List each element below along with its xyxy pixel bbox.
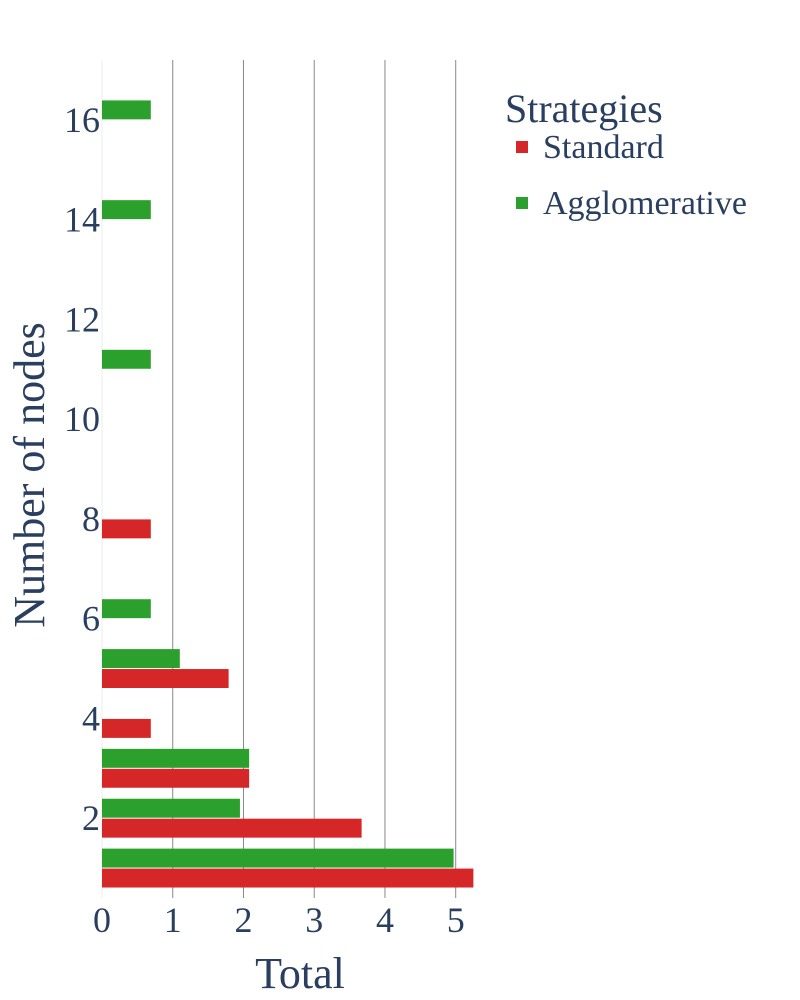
bar-agglomerative-16 xyxy=(102,100,151,120)
legend-entry-agglomerative: Agglomerative xyxy=(543,185,747,222)
y-tick-label: 8 xyxy=(82,499,100,539)
legend-swatch-agglomerative xyxy=(516,197,528,209)
y-tick-label: 10 xyxy=(64,399,100,439)
bar-standard-5 xyxy=(102,669,229,688)
bar-agglomerative-6 xyxy=(102,599,151,619)
x-tick-label: 3 xyxy=(305,900,323,940)
y-tick-label: 2 xyxy=(82,798,100,838)
legend-title: Strategies xyxy=(505,86,663,131)
legend-entry-standard: Standard xyxy=(543,129,664,166)
bar-standard-3 xyxy=(102,768,250,788)
x-tick-label: 4 xyxy=(376,900,394,940)
x-axis-title: Total xyxy=(255,949,345,998)
x-tick-label: 2 xyxy=(234,900,252,940)
y-tick-label: 12 xyxy=(64,299,100,339)
y-tick-label: 6 xyxy=(82,599,100,639)
bar-standard-2 xyxy=(102,818,362,838)
bar-agglomerative-14 xyxy=(102,200,151,220)
x-tick-label: 0 xyxy=(93,900,111,940)
y-tick-labels: 2 4 6 8 10 12 14 16 xyxy=(64,100,100,838)
y-tick-label: 16 xyxy=(64,100,100,140)
y-tick-label: 4 xyxy=(82,698,100,738)
bar-standard-8 xyxy=(102,519,151,539)
bar-agglomerative-11 xyxy=(102,349,151,369)
x-tick-label: 1 xyxy=(164,900,182,940)
x-tick-label: 5 xyxy=(447,900,465,940)
bar-standard-4 xyxy=(102,718,151,738)
x-tick-labels: 0 1 2 3 4 5 xyxy=(93,900,465,940)
y-tick-label: 14 xyxy=(64,200,100,240)
bar-standard-1 xyxy=(102,868,474,888)
bar-agglomerative-1 xyxy=(102,848,454,868)
bars-group xyxy=(102,100,474,888)
bar-agglomerative-3 xyxy=(102,748,250,768)
legend: Strategies Standard Agglomerative xyxy=(505,86,747,222)
bar-agglomerative-2 xyxy=(102,798,240,818)
legend-swatch-standard xyxy=(516,141,528,153)
y-axis-title: Number of nodes xyxy=(5,322,54,628)
bar-agglomerative-5 xyxy=(102,649,180,669)
